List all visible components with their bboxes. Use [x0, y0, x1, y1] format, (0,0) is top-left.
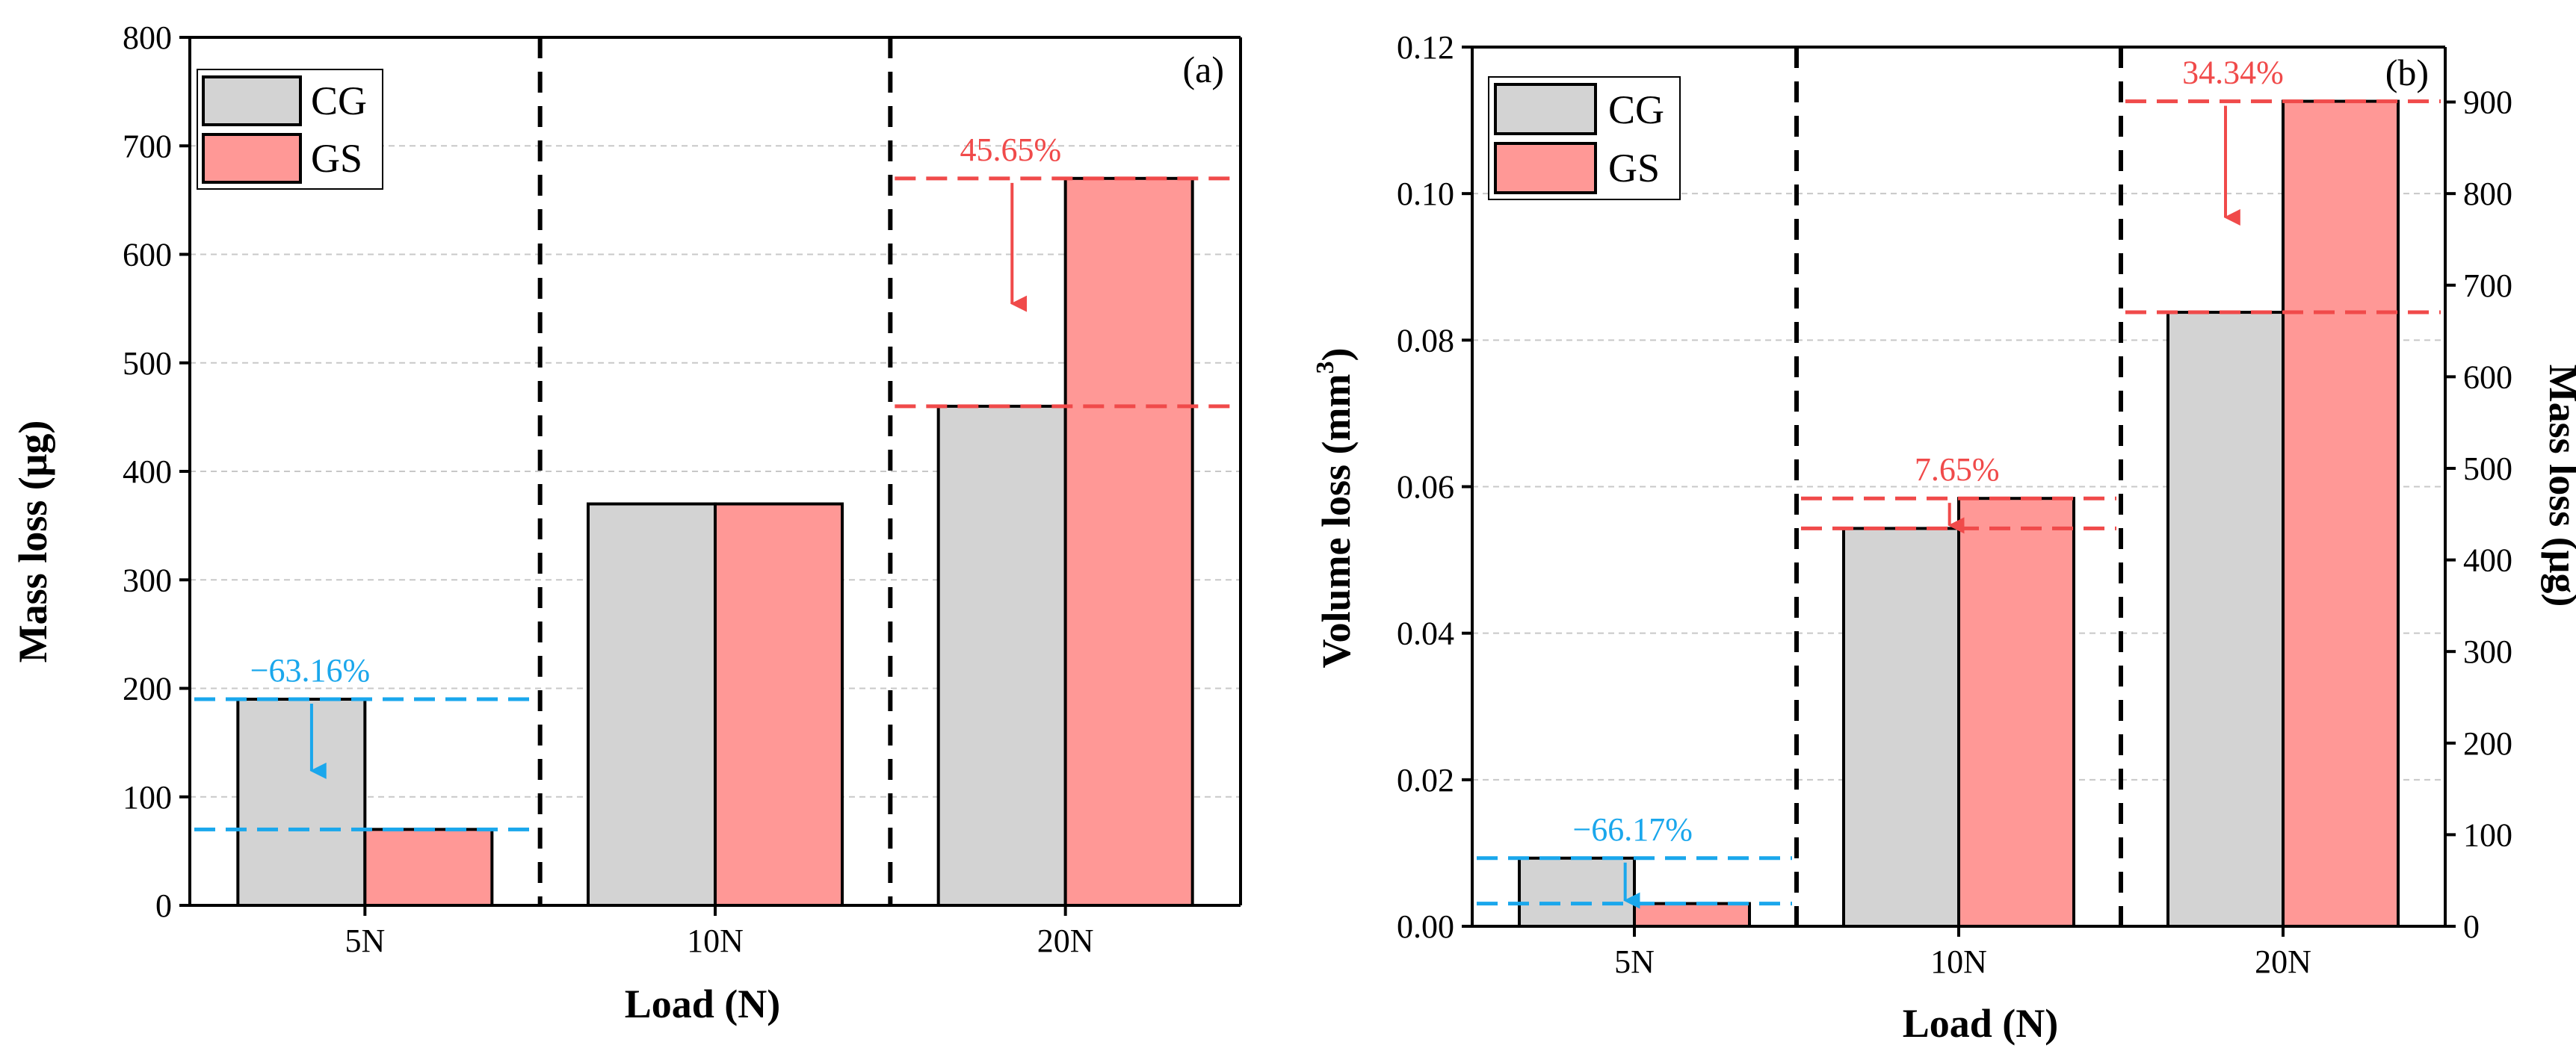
panel-a-bar-cg-5n — [236, 698, 367, 908]
panel-b-bars — [1518, 99, 2400, 929]
panel-b-y2-tick-label: 0 — [2463, 908, 2480, 945]
panel-a-x-tick-label: 20N — [1037, 923, 1094, 959]
panel-b-legend: CG GS — [1488, 76, 1681, 200]
panel-a-x-tick-label: 10N — [687, 923, 744, 959]
panel-a-bar-gs-20n — [1063, 176, 1194, 907]
panel-b-change-label: −66.17% — [1572, 811, 1692, 848]
panel-b-y2-tick-label: 400 — [2463, 542, 2512, 579]
panel-a-x-tick-label: 5N — [345, 923, 385, 959]
panel-b-y-tick-label: 0.10 — [1397, 176, 1454, 212]
panel-b-y2-tick-label: 600 — [2463, 359, 2512, 395]
panel-a-y-axis-title: Mass loss (μg) — [10, 421, 55, 663]
panel-b-y-tick-label: 0.02 — [1397, 762, 1454, 799]
panel-a-bar-gs-5n — [363, 828, 494, 907]
panel-a-legend-label-cg: CG — [311, 78, 367, 123]
panel-b-y-tick-label: 0.12 — [1397, 29, 1454, 66]
panel-b-bar-gs-20n — [2282, 99, 2400, 928]
panel-b: −66.17%7.65%34.34% 0.000.020.040.060.080… — [1312, 29, 2576, 1046]
panel-b-bar-gs-5n — [1633, 902, 1751, 928]
panel-b-change-label: 34.34% — [2182, 55, 2284, 91]
panel-a-legend: CG GS — [197, 69, 383, 190]
panel-b-y-axis-title: Volume loss (mm3) — [1312, 348, 1359, 669]
panel-b-x-tick-label: 10N — [1930, 943, 1987, 980]
panel-a-legend-swatch-gs — [202, 133, 302, 184]
panel-b-y2-tick-label: 500 — [2463, 450, 2512, 487]
panel-a-bar-cg-10n — [587, 502, 717, 907]
panel-b-y2-tick-label: 700 — [2463, 267, 2512, 304]
panel-b-legend-swatch-cg — [1494, 83, 1597, 135]
panel-a: −63.16% 45.65% 0 100 200 300 400 500 600 700 800 5… — [10, 19, 1242, 1026]
panel-a-y-tick-label: 300 — [123, 562, 172, 598]
panel-a-axes: 0 100 200 300 400 500 600 700 800 5N 10N 20N — [123, 19, 1242, 959]
panel-b-legend-label-gs: GS — [1608, 146, 1660, 190]
panel-b-bar-cg-10n — [1842, 527, 1960, 928]
panel-b-y2-tick-label: 300 — [2463, 633, 2512, 670]
panel-b-y2-tick-label: 900 — [2463, 84, 2512, 121]
panel-b-bar-cg-5n — [1518, 856, 1636, 928]
panel-b-annotations: −66.17% 7.65% 34.34% — [1477, 55, 2441, 909]
panel-a-change-label: 45.65% — [960, 131, 1061, 168]
panel-b-y-tick-label: 0.06 — [1397, 469, 1454, 506]
panel-a-x-axis-title: Load (N) — [625, 982, 781, 1026]
panel-b-y2-tick-label: 100 — [2463, 816, 2512, 853]
panel-a-y-tick-label: 100 — [123, 779, 172, 816]
panel-b-x-axis-title: Load (N) — [1903, 1001, 2059, 1046]
panel-a-y-tick-label: 0 — [155, 887, 172, 924]
panel-a-change-label: −63.16% — [250, 652, 370, 689]
panel-b-label: (b) — [2385, 52, 2429, 93]
panel-a-y-tick-label: 600 — [123, 237, 172, 273]
panel-b-legend-label-cg: CG — [1608, 87, 1664, 132]
panel-a-annotations: −63.16% 45.65% — [194, 131, 1236, 831]
panel-b-y-tick-label: 0.04 — [1397, 616, 1454, 652]
panel-a-y-tick-label: 200 — [123, 671, 172, 707]
panel-a-y-tick-label: 800 — [123, 19, 172, 56]
panel-b-x-tick-label: 20N — [2255, 943, 2311, 980]
panel-b-bar-cg-20n — [2166, 311, 2285, 929]
panel-b-y2-tick-label: 800 — [2463, 176, 2512, 212]
panel-b-axes: 0.00 0.02 0.04 0.06 0.08 0.10 0.12 5N 10N 20N 0 100… — [1397, 29, 2512, 980]
panel-b-y-tick-label: 0.08 — [1397, 322, 1454, 359]
panel-b-y-tick-label: 0.00 — [1397, 908, 1454, 945]
panel-a-bar-cg-20n — [936, 404, 1067, 907]
panel-b-legend-swatch-gs — [1494, 142, 1597, 194]
panel-b-change-label: 7.65% — [1915, 451, 2000, 488]
panel-a-legend-label-gs: GS — [311, 136, 362, 181]
panel-b-bar-gs-10n — [1957, 497, 2075, 928]
panel-a-y-tick-label: 700 — [123, 128, 172, 164]
panel-b-y2-axis-title: Mass loss (μg) — [2541, 365, 2576, 607]
panel-a-legend-swatch-cg — [202, 75, 302, 126]
panel-a-bar-gs-10n — [714, 502, 844, 907]
panel-b-x-tick-label: 5N — [1614, 943, 1655, 980]
panel-a-y-tick-label: 500 — [123, 345, 172, 382]
panel-a-label: (a) — [1183, 49, 1225, 90]
panel-b-y2-tick-label: 200 — [2463, 725, 2512, 762]
panel-a-bars — [236, 176, 1194, 908]
panel-a-y-tick-label: 400 — [123, 453, 172, 490]
